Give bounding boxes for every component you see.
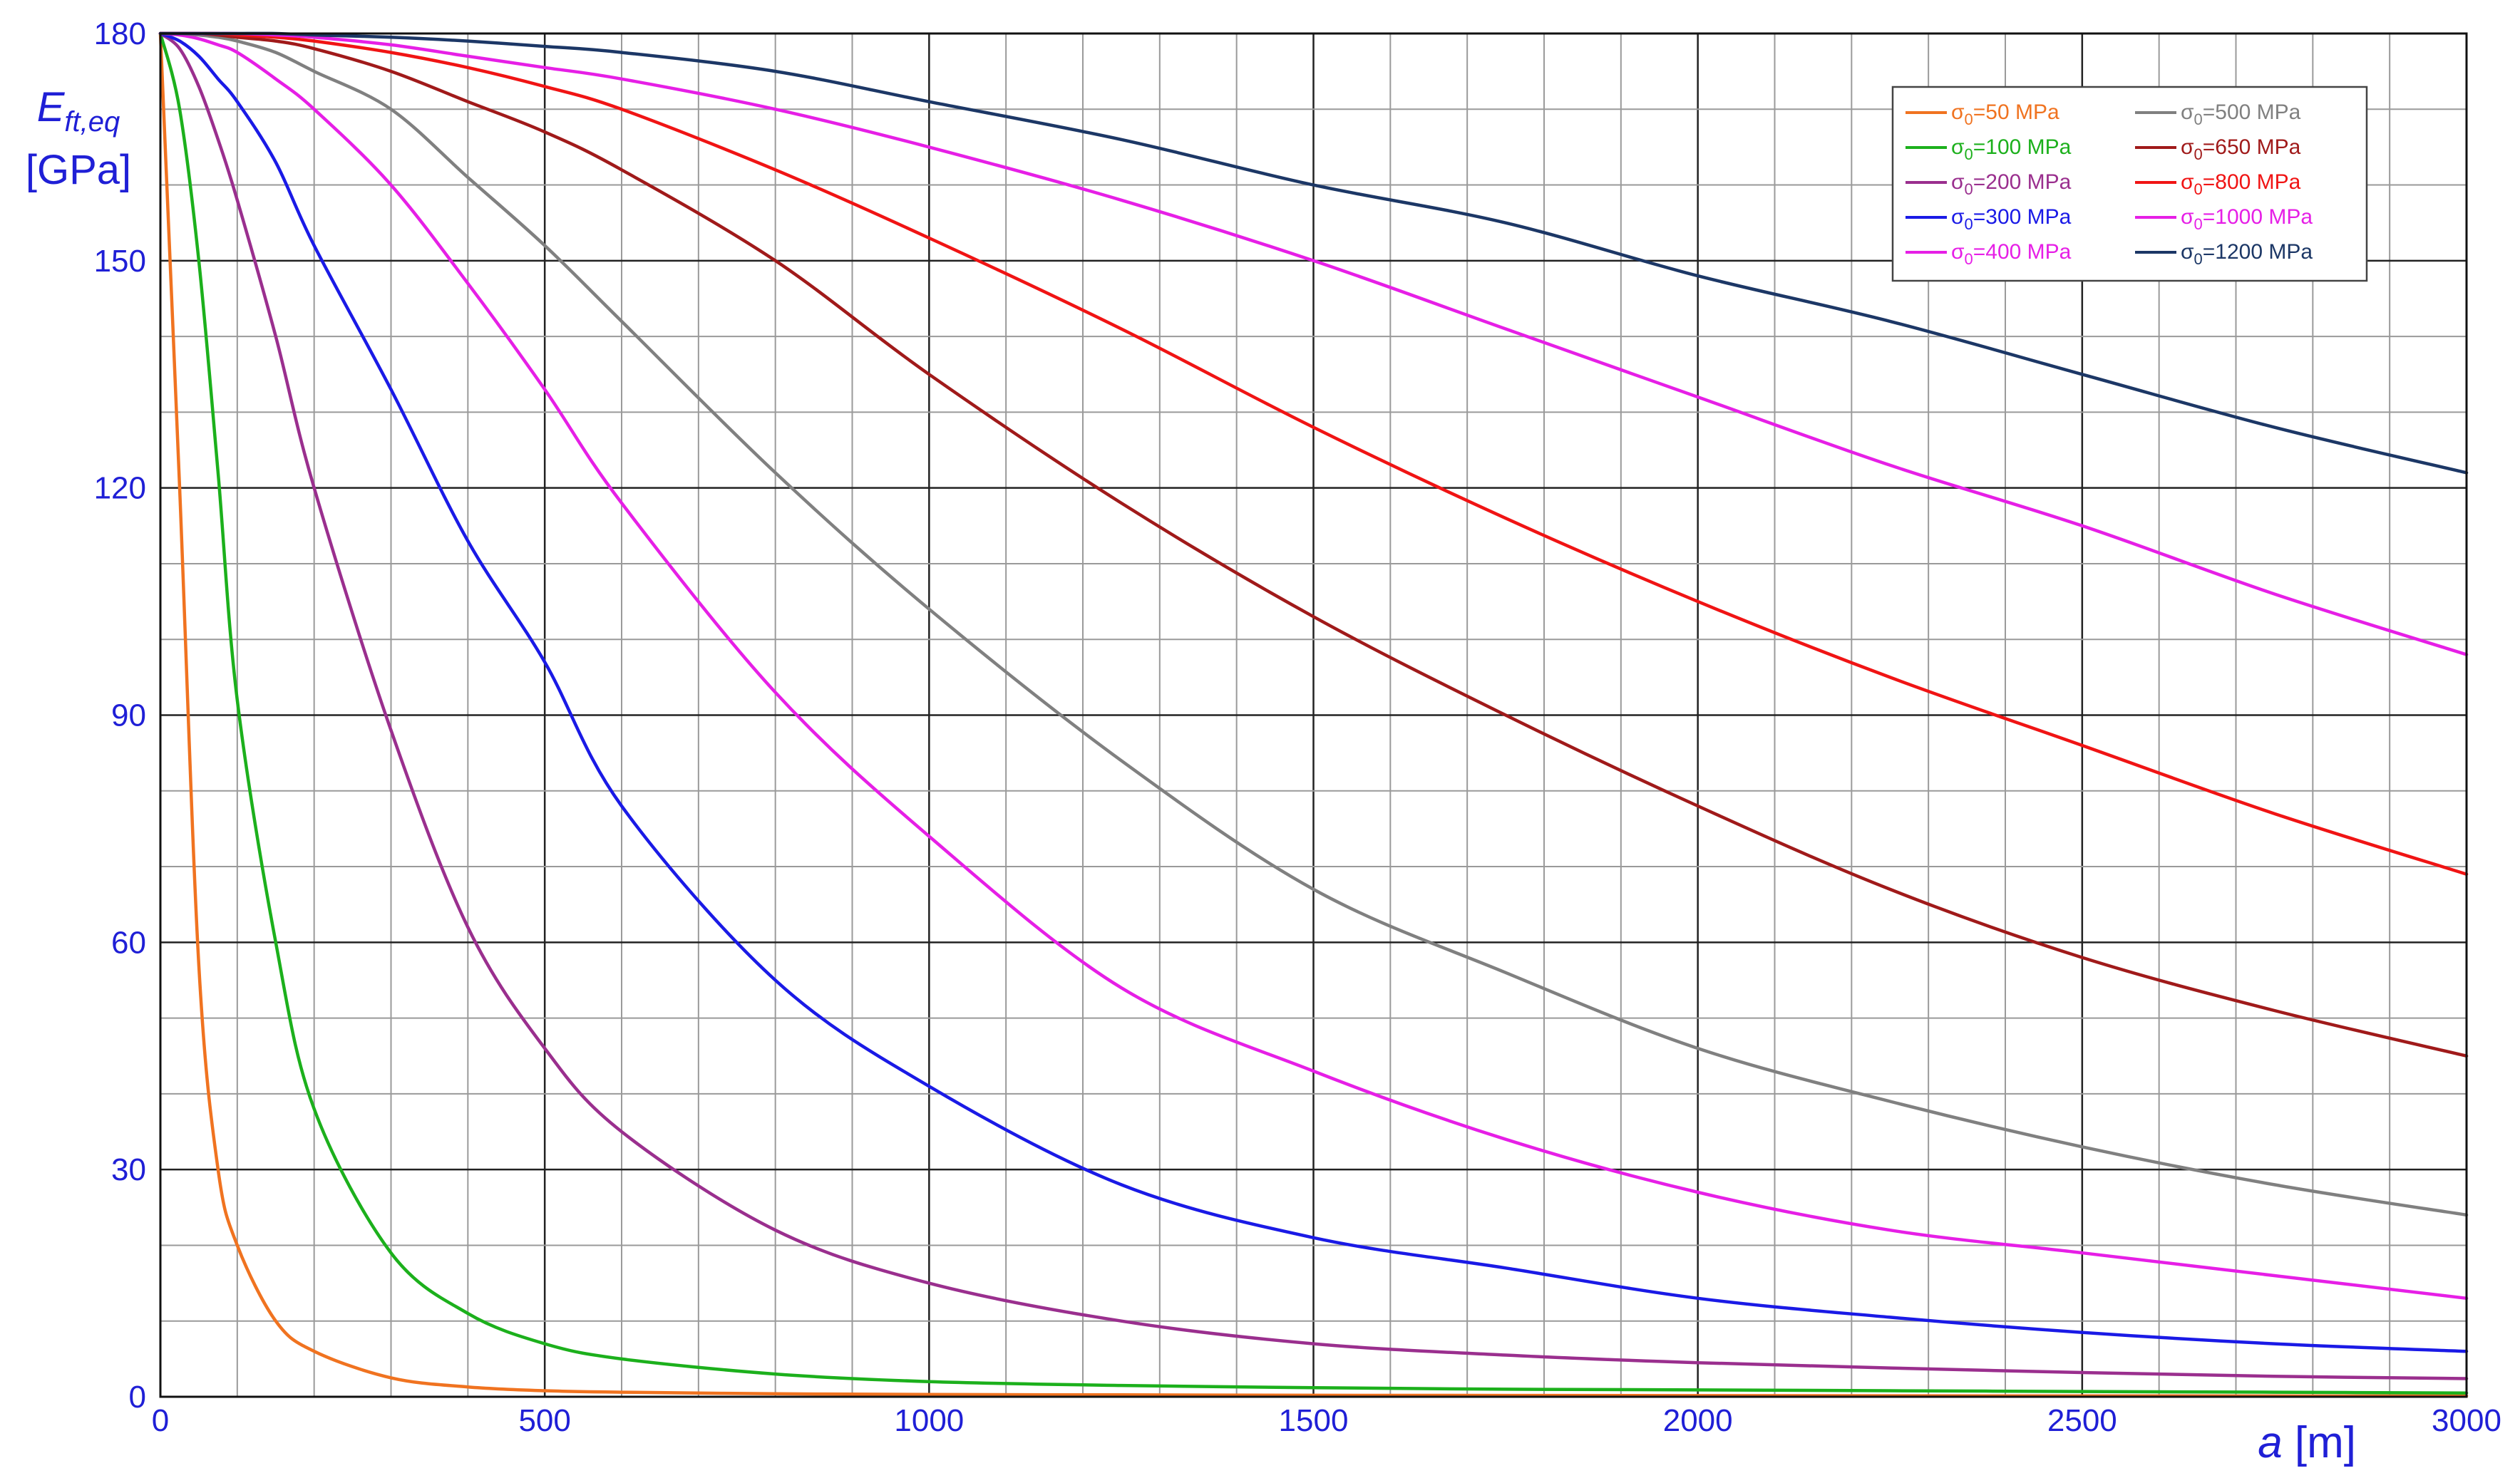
legend-item: σ0=500 MPa [2135,100,2301,128]
legend-label: σ0=300 MPa [1951,205,2072,233]
legend: σ0=50 MPa σ0=500 MPa σ0=100 MPa σ0=650 MPa σ… [1891,86,2368,282]
y-tick-label: 60 [111,925,146,960]
series-line-6 [158,31,2469,1058]
x-tick-label: 2500 [2047,1403,2117,1438]
series-line-5 [158,31,2469,1217]
y-tick-label: 0 [129,1380,146,1415]
legend-label: σ0=200 MPa [1951,170,2072,198]
x-tick-label: 3000 [2432,1403,2501,1438]
y-axis-label-main: Eft,eq [37,84,120,138]
x-tick-label: 500 [518,1403,570,1438]
y-tick-label: 150 [94,244,146,279]
legend-item: σ0=50 MPa [1906,100,2059,128]
legend-item: σ0=650 MPa [2135,135,2301,163]
legend-item: σ0=800 MPa [2135,170,2301,198]
legend-item: σ0=200 MPa [1906,170,2072,198]
series-line-1 [158,31,2469,1395]
y-axis-label: Eft,eq [GPa] [26,84,131,193]
legend-item: σ0=1000 MPa [2135,205,2313,233]
series-line-4 [158,31,2469,1301]
x-axis-label: a [m] [2258,1418,2356,1467]
legend-item: σ0=1200 MPa [2135,240,2313,268]
x-axis-label-variable: a [2258,1418,2282,1467]
tick-labels: 0 500 1000 1500 2000 2500 3000 0 30 60 90 120 150 180 [94,16,2501,1438]
x-tick-label: 0 [152,1403,169,1438]
x-tick-label: 1000 [894,1403,964,1438]
legend-item: σ0=300 MPa [1906,205,2072,233]
y-tick-label: 120 [94,471,146,506]
series-line-3 [158,31,2469,1353]
y-tick-label: 180 [94,16,146,51]
series-line-7 [158,31,2469,876]
x-tick-label: 2000 [1663,1403,1733,1438]
series-line-2 [158,31,2469,1380]
legend-label: σ0=800 MPa [2181,170,2301,198]
y-tick-label: 30 [111,1152,146,1187]
legend-label: σ0=50 MPa [1951,100,2059,128]
y-axis-label-subscript: ft,eq [64,106,120,138]
legend-item: σ0=100 MPa [1906,135,2072,163]
legend-label: σ0=1000 MPa [2181,205,2313,233]
x-axis-label-unit: [m] [2283,1418,2356,1467]
y-axis-label-variable: E [37,84,66,130]
y-axis-label-unit: [GPa] [26,147,131,193]
plot-lines [158,31,2469,1398]
legend-label: σ0=100 MPa [1951,135,2072,163]
legend-label: σ0=400 MPa [1951,240,2072,268]
y-tick-label: 90 [111,698,146,733]
legend-box [1891,86,2368,282]
legend-label: σ0=500 MPa [2181,100,2301,128]
axes [159,32,2468,1398]
legend-item: σ0=400 MPa [1906,240,2072,268]
legend-label: σ0=650 MPa [2181,135,2301,163]
plot-frame [159,32,2468,1398]
legend-label: σ0=1200 MPa [2181,240,2313,268]
x-tick-label: 1500 [1279,1403,1349,1438]
